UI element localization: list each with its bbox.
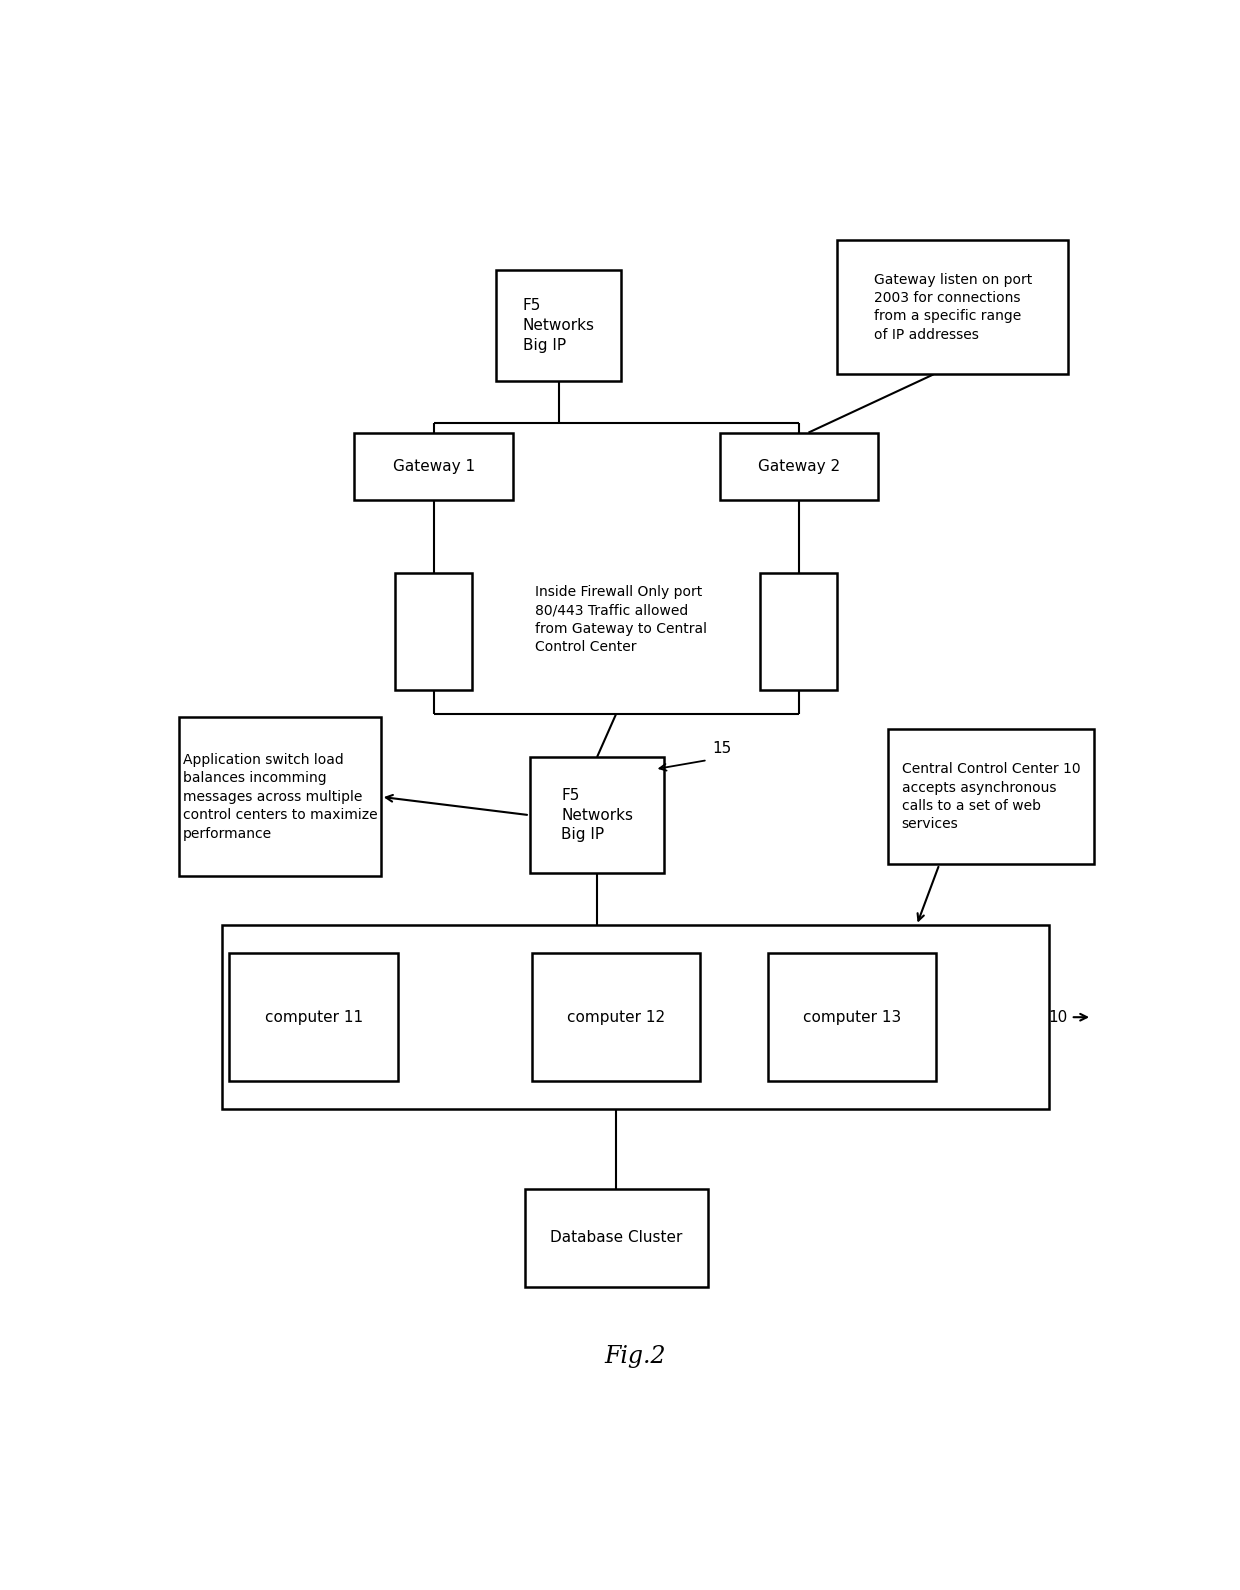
Bar — [229, 952, 398, 1081]
Bar — [719, 432, 878, 499]
Text: Database Cluster: Database Cluster — [551, 1231, 682, 1245]
Bar — [222, 925, 1049, 1110]
Text: computer 13: computer 13 — [802, 1010, 900, 1024]
Text: F5
Networks
Big IP: F5 Networks Big IP — [522, 299, 595, 353]
Text: 10: 10 — [1049, 1010, 1087, 1024]
Text: Central Control Center 10
accepts asynchronous
calls to a set of web
services: Central Control Center 10 accepts asynch… — [901, 762, 1080, 832]
Bar — [179, 717, 381, 876]
Bar — [525, 1189, 708, 1286]
Text: Application switch load
balances incomming
messages across multiple
control cent: Application switch load balances incommi… — [182, 754, 377, 841]
Text: computer 11: computer 11 — [264, 1010, 362, 1024]
Bar — [496, 270, 621, 380]
Bar — [768, 952, 936, 1081]
Text: Fig.2: Fig.2 — [605, 1345, 666, 1367]
Bar — [837, 240, 1068, 374]
Bar — [888, 730, 1095, 865]
Text: Gateway listen on port
2003 for connections
from a specific range
of IP addresse: Gateway listen on port 2003 for connecti… — [873, 272, 1032, 342]
Text: Gateway 1: Gateway 1 — [393, 460, 475, 474]
Bar — [396, 574, 472, 690]
Bar — [760, 574, 837, 690]
Bar — [532, 952, 701, 1081]
Text: Gateway 2: Gateway 2 — [758, 460, 839, 474]
Text: computer 12: computer 12 — [567, 1010, 666, 1024]
Text: F5
Networks
Big IP: F5 Networks Big IP — [560, 789, 634, 843]
Bar — [529, 757, 665, 873]
Bar — [355, 432, 513, 499]
Text: Inside Firewall Only port
80/443 Traffic allowed
from Gateway to Central
Control: Inside Firewall Only port 80/443 Traffic… — [534, 585, 707, 653]
Text: 15: 15 — [712, 741, 732, 757]
